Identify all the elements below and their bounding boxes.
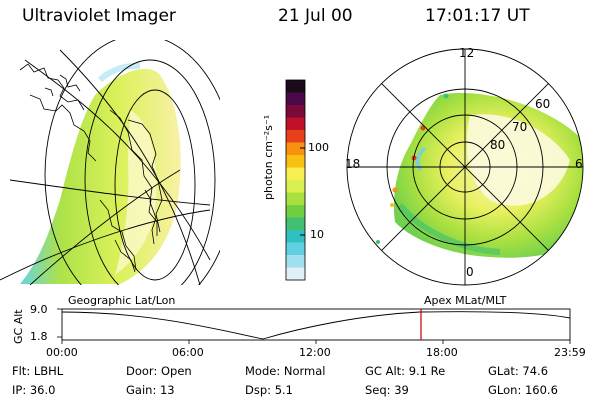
info-value: 13 bbox=[159, 383, 175, 397]
timeline-axis-label: GC Alt bbox=[12, 309, 25, 344]
info-value: Normal bbox=[283, 364, 326, 378]
colorbar-band bbox=[286, 267, 305, 281]
colorbar-band bbox=[286, 180, 305, 193]
info-glon: GLon: 160.6 bbox=[488, 383, 558, 397]
colorbar-band bbox=[286, 117, 305, 131]
altitude-curve bbox=[61, 311, 571, 340]
colorbar-band bbox=[286, 255, 305, 268]
timeline-right-caption: Apex MLat/MLT bbox=[424, 294, 507, 307]
timeline-plot bbox=[57, 308, 571, 344]
info-dsp: Dsp: 5.1 bbox=[245, 383, 293, 397]
info-mode: Mode: Normal bbox=[245, 364, 325, 378]
mlat-label-80: 80 bbox=[490, 138, 506, 152]
info-flt: Flt: LBHL bbox=[12, 364, 63, 378]
info-value: 36.0 bbox=[29, 383, 56, 397]
instrument-title: Ultraviolet Imager bbox=[22, 6, 176, 26]
mlt-label-6: 6 bbox=[575, 157, 583, 171]
polar-plot bbox=[346, 48, 584, 286]
colorbar-band bbox=[286, 205, 305, 218]
info-label: Flt: bbox=[12, 364, 31, 378]
info-value: 39 bbox=[394, 383, 409, 397]
timeline-xtick-0000: 00:00 bbox=[46, 346, 78, 359]
info-value: 74.6 bbox=[522, 364, 549, 378]
info-label: Mode: bbox=[245, 364, 281, 378]
info-label: GLat: bbox=[488, 364, 519, 378]
info-label: Seq: bbox=[365, 383, 391, 397]
timeline-ytick-bottom: 1.8 bbox=[30, 330, 48, 343]
colorbar-tick-100: 100 bbox=[308, 141, 329, 154]
info-glat: GLat: 74.6 bbox=[488, 364, 548, 378]
info-value: 5.1 bbox=[274, 383, 293, 397]
colorbar-band bbox=[286, 230, 305, 243]
mlat-label-70: 70 bbox=[512, 120, 528, 134]
colorbar-band bbox=[286, 80, 305, 93]
info-label: Gain: bbox=[126, 383, 157, 397]
timeline-xtick-2359: 23:59 bbox=[554, 346, 586, 359]
colorbar-band bbox=[286, 142, 305, 156]
info-label: Dsp: bbox=[245, 383, 272, 397]
timeline-ytick-top: 9.0 bbox=[30, 303, 48, 316]
info-label: Door: bbox=[126, 364, 158, 378]
info-gc-alt: GC Alt: 9.1 Re bbox=[365, 364, 445, 378]
info-value: Open bbox=[160, 364, 192, 378]
image-time: 17:01:17 UT bbox=[425, 6, 530, 26]
colorbar bbox=[285, 79, 306, 281]
colorbar-band bbox=[286, 242, 305, 256]
colorbar-tick-10: 10 bbox=[310, 228, 324, 241]
timeline-xtick-1200: 12:00 bbox=[299, 346, 331, 359]
mlt-label-12: 12 bbox=[459, 46, 475, 60]
coastlines bbox=[19, 63, 163, 273]
timeline-xtick-0600: 06:00 bbox=[172, 346, 204, 359]
info-ip: IP: 36.0 bbox=[12, 383, 55, 397]
mlt-label-18: 18 bbox=[345, 157, 361, 171]
info-label: GLon: bbox=[488, 383, 522, 397]
mlt-label-0: 0 bbox=[466, 265, 474, 279]
graticule bbox=[0, 40, 220, 285]
info-label: IP: bbox=[12, 383, 27, 397]
colorbar-band bbox=[286, 155, 305, 168]
info-value: 160.6 bbox=[524, 383, 558, 397]
image-date: 21 Jul 00 bbox=[278, 6, 353, 26]
info-door: Door: Open bbox=[126, 364, 192, 378]
timeline-left-caption: Geographic Lat/Lon bbox=[68, 294, 176, 307]
colorbar-band bbox=[286, 192, 305, 206]
colorbar-band bbox=[286, 217, 305, 231]
colorbar-band bbox=[286, 92, 305, 106]
colorbar-band bbox=[286, 167, 305, 181]
colorbar-band bbox=[286, 105, 305, 118]
info-value: 9.1 Re bbox=[408, 364, 446, 378]
info-gain: Gain: 13 bbox=[126, 383, 175, 397]
geographic-map bbox=[0, 40, 220, 285]
info-seq: Seq: 39 bbox=[365, 383, 409, 397]
colorbar-band bbox=[286, 130, 305, 143]
info-value: LBHL bbox=[33, 364, 64, 378]
timeline-xtick-1800: 18:00 bbox=[426, 346, 458, 359]
info-label: GC Alt: bbox=[365, 364, 406, 378]
mlat-label-60: 60 bbox=[535, 97, 551, 111]
colorbar-unit-label: photon cm⁻²s⁻¹ bbox=[262, 114, 275, 200]
